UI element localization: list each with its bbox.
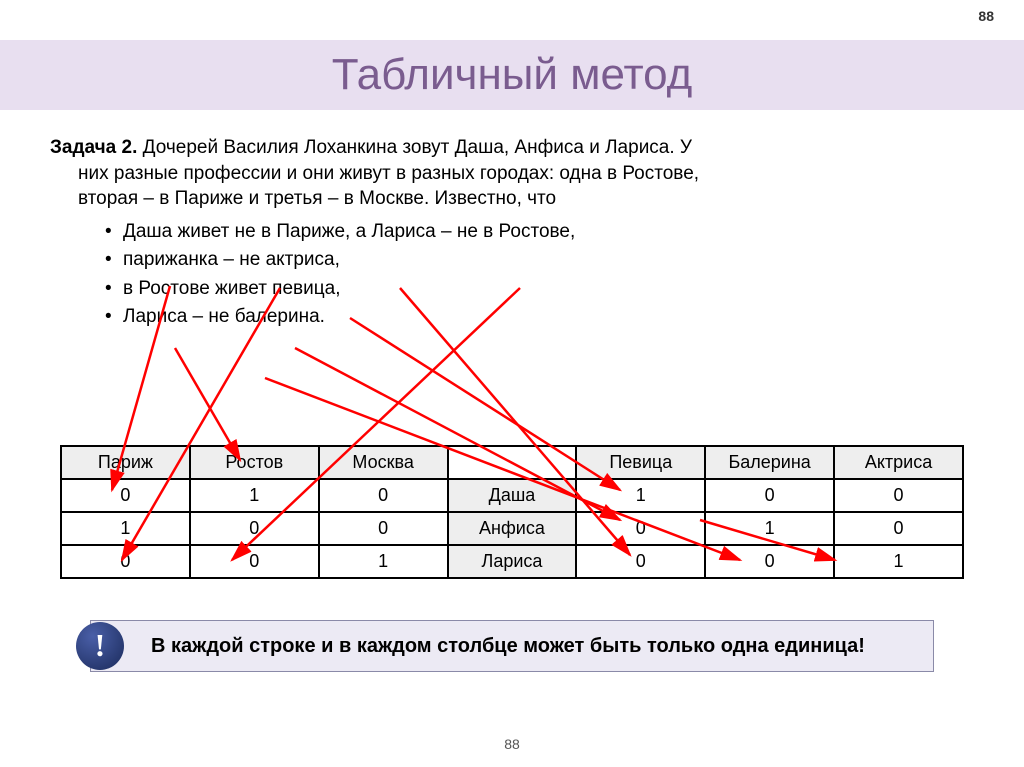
col-spacer	[448, 446, 577, 479]
cell: 0	[61, 479, 190, 512]
cell: 0	[576, 545, 705, 578]
cell: 1	[705, 512, 834, 545]
table-header-row: Париж Ростов Москва Певица Балерина Актр…	[61, 446, 963, 479]
table-row: 1 0 0 Анфиса 0 1 0	[61, 512, 963, 545]
cell: 0	[190, 512, 319, 545]
cell: 0	[705, 479, 834, 512]
cell: 1	[319, 545, 448, 578]
bullet-item: парижанка – не актриса,	[105, 246, 974, 275]
cell: 0	[834, 479, 963, 512]
page-number-bottom: 88	[0, 736, 1024, 752]
col-header-city: Ростов	[190, 446, 319, 479]
cell: 1	[834, 545, 963, 578]
name-cell: Лариса	[448, 545, 577, 578]
col-header-prof: Певица	[576, 446, 705, 479]
solution-table: Париж Ростов Москва Певица Балерина Актр…	[60, 445, 964, 579]
cell: 0	[319, 512, 448, 545]
col-header-city: Москва	[319, 446, 448, 479]
cell: 1	[576, 479, 705, 512]
cell: 0	[319, 479, 448, 512]
page-number-top: 88	[978, 8, 994, 24]
page-title: Табличный метод	[332, 50, 693, 100]
task-line-2: них разные профессии и они живут в разны…	[78, 161, 699, 187]
table-row: 0 1 0 Даша 1 0 0	[61, 479, 963, 512]
cell: 1	[61, 512, 190, 545]
callout-text: В каждой строке и в каждом столбце может…	[151, 635, 865, 657]
callout-box: ! В каждой строке и в каждом столбце мож…	[90, 620, 934, 672]
task-label: Задача 2.	[50, 137, 137, 158]
cell: 0	[705, 545, 834, 578]
task-paragraph: Задача 2. Дочерей Василия Лоханкина зову…	[50, 135, 974, 212]
bullet-item: в Ростове живет певица,	[105, 275, 974, 304]
bullet-list: Даша живет не в Париже, а Лариса – не в …	[105, 218, 974, 332]
task-line-3: вторая – в Париже и третья – в Москве. И…	[78, 186, 556, 212]
bullet-item: Лариса – не балерина.	[105, 303, 974, 332]
solution-table-wrap: Париж Ростов Москва Певица Балерина Актр…	[60, 445, 964, 579]
name-cell: Анфиса	[448, 512, 577, 545]
cell: 0	[61, 545, 190, 578]
cell: 0	[576, 512, 705, 545]
table-row: 0 0 1 Лариса 0 0 1	[61, 545, 963, 578]
title-banner: Табличный метод	[0, 40, 1024, 110]
cell: 0	[190, 545, 319, 578]
col-header-prof: Балерина	[705, 446, 834, 479]
content-area: Задача 2. Дочерей Василия Лоханкина зову…	[50, 135, 974, 332]
task-line-1: Дочерей Василия Лоханкина зовут Даша, Ан…	[137, 137, 692, 158]
cell: 1	[190, 479, 319, 512]
cell: 0	[834, 512, 963, 545]
col-header-prof: Актриса	[834, 446, 963, 479]
col-header-city: Париж	[61, 446, 190, 479]
exclamation-icon: !	[76, 622, 124, 670]
name-cell: Даша	[448, 479, 577, 512]
bullet-item: Даша живет не в Париже, а Лариса – не в …	[105, 218, 974, 247]
